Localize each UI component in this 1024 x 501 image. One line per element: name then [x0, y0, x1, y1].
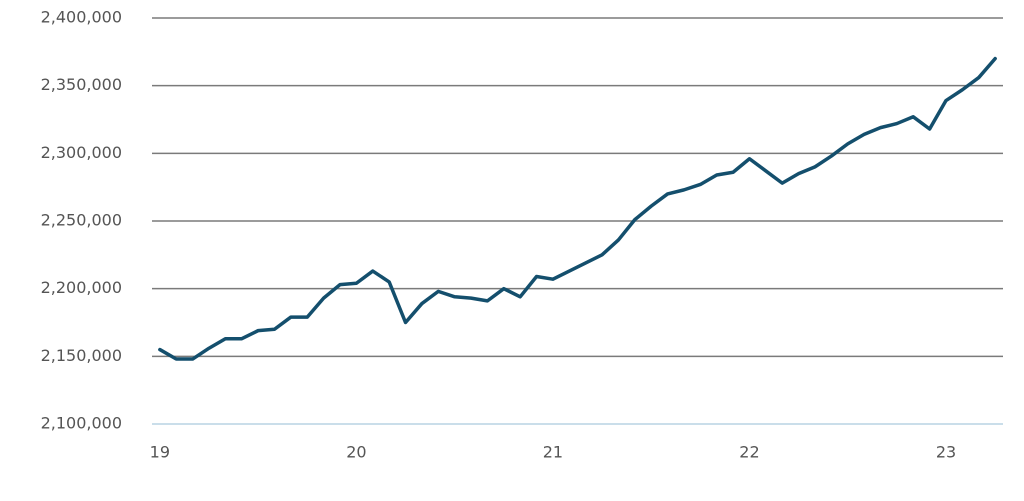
y-tick-label: 2,300,000	[41, 143, 122, 162]
y-tick-label: 2,400,000	[41, 8, 122, 27]
data-line	[158, 56, 997, 361]
x-tick-label: 20	[346, 443, 366, 462]
y-tick-label: 2,100,000	[41, 414, 122, 433]
x-tick-label: 19	[150, 443, 170, 462]
y-tick-label: 2,150,000	[41, 346, 122, 365]
y-tick-label: 2,350,000	[41, 75, 122, 94]
y-tick-label: 2,250,000	[41, 211, 122, 230]
x-tick-label: 22	[739, 443, 759, 462]
y-tick-label: 2,200,000	[41, 278, 122, 297]
x-tick-label: 21	[543, 443, 563, 462]
x-tick-label: 23	[936, 443, 956, 462]
